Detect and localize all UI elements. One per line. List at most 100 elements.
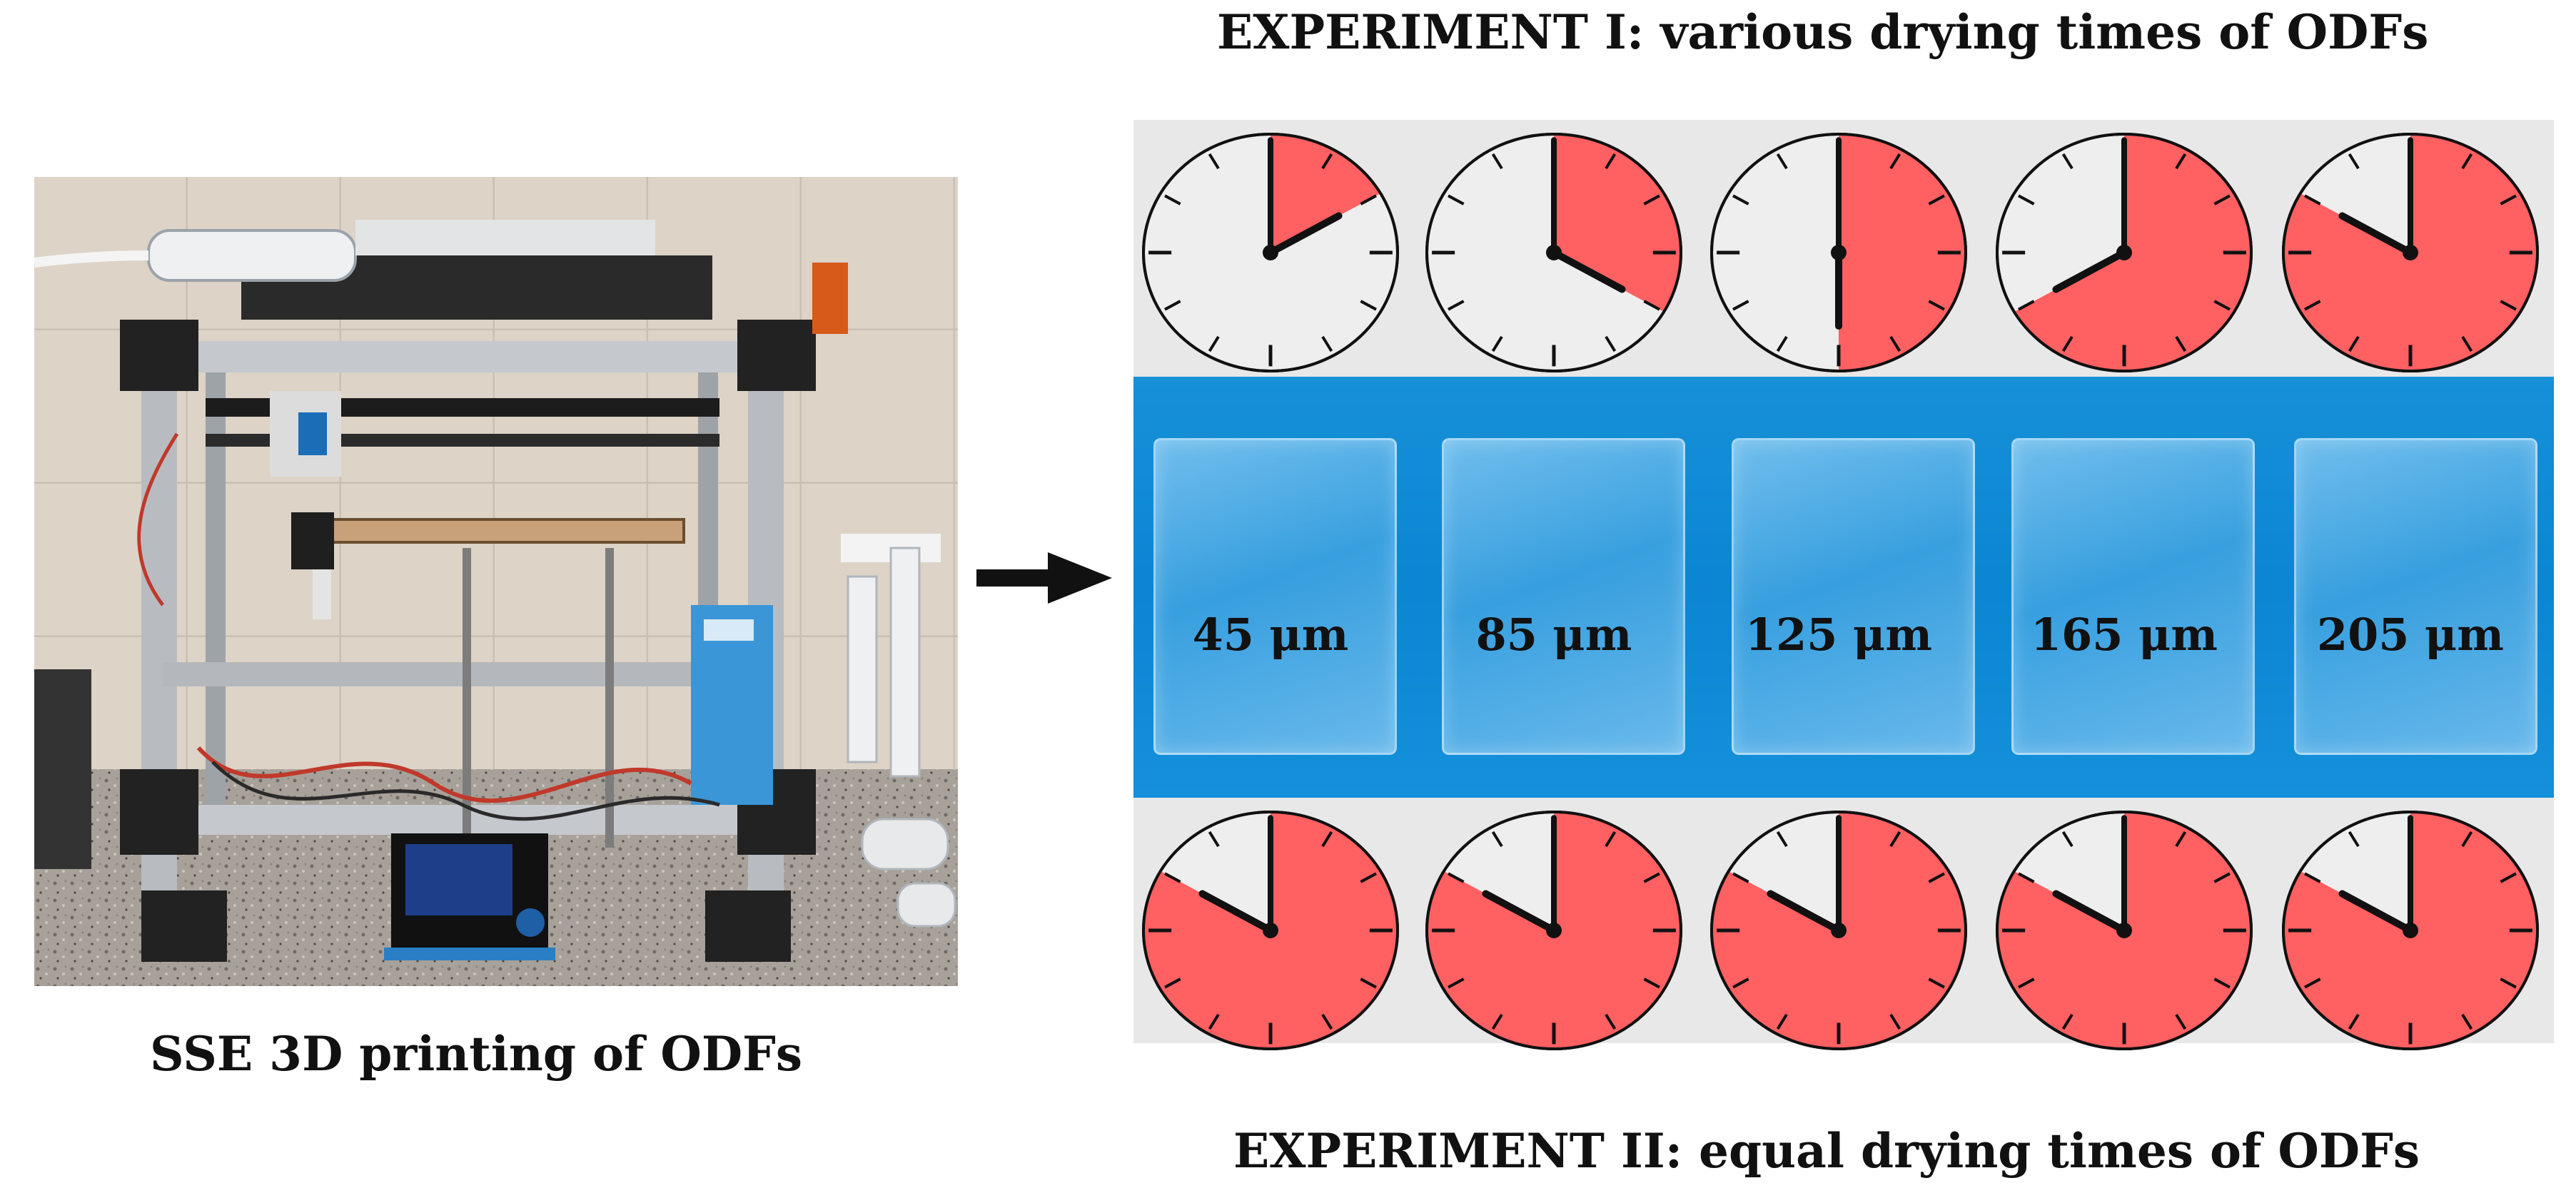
clock-tick xyxy=(1164,194,1181,205)
clock-hub xyxy=(2403,923,2418,938)
clock-tick xyxy=(1448,300,1465,311)
odf-film-1 xyxy=(1153,438,1397,755)
film-thickness-label-5: 205 μm xyxy=(2317,609,2504,661)
clock-border xyxy=(2282,811,2539,1050)
clock-tick xyxy=(1605,1013,1617,1030)
experiment-2-elapsed-hand-3 xyxy=(1767,890,1842,934)
clock-tick xyxy=(2175,153,2187,170)
clock-tick xyxy=(1164,300,1181,311)
clock-tick xyxy=(1732,194,1749,205)
clock-border xyxy=(1142,811,1399,1050)
clock-tick xyxy=(1889,831,1901,848)
clock-tick xyxy=(1928,300,1945,311)
clock-tick xyxy=(2500,978,2517,989)
clock-tick xyxy=(1643,872,1660,883)
clock-icon xyxy=(2282,133,2539,372)
clock-tick xyxy=(1605,153,1617,170)
clock-tick xyxy=(2213,978,2231,989)
film-thickness-label-3: 125 μm xyxy=(1745,609,1932,661)
experiment-panel: 45 μm 85 μm 125 μm 165 μm 205 μm xyxy=(1133,120,2554,1050)
clock-icon xyxy=(1710,133,1967,372)
clock-tick xyxy=(2461,1013,2473,1030)
clock-tick xyxy=(2061,1013,2074,1030)
clock-tick xyxy=(1776,1013,1788,1030)
experiment-2-title: EXPERIMENT II: equal drying times of ODF… xyxy=(1233,1123,2420,1179)
film-thickness-label-2: 85 μm xyxy=(1475,609,1632,661)
clock-tick xyxy=(2018,978,2035,989)
experiment-2-elapsed-hand-4 xyxy=(2052,890,2128,934)
clock-tick xyxy=(1491,831,1503,848)
odf-film-4 xyxy=(2011,438,2255,755)
clock-border xyxy=(1710,811,1967,1050)
clock-icon xyxy=(1142,811,1399,1050)
clock-tick xyxy=(2304,300,2321,311)
clock-icon xyxy=(2282,811,2539,1050)
clock-tick xyxy=(2348,153,2360,170)
clock-icon xyxy=(1710,811,1967,1050)
clock-tick xyxy=(1448,872,1465,883)
clock-icon xyxy=(1425,133,1682,372)
experiment-2-elapsed-hand-5 xyxy=(2338,890,2414,934)
clock-tick xyxy=(1491,153,1503,170)
clock-hub xyxy=(1546,245,1562,260)
clock-tick xyxy=(1889,153,1901,170)
clock-tick xyxy=(1208,831,1220,848)
clock-tick xyxy=(2500,194,2517,205)
clock-tick xyxy=(1321,831,1333,848)
3d-printer-illustration xyxy=(34,177,958,986)
clock-tick xyxy=(1643,978,1660,989)
clock-tick xyxy=(1732,300,1749,311)
clock-tick xyxy=(2461,831,2473,848)
clock-tick xyxy=(1360,194,1377,205)
clock-tick xyxy=(1643,300,1660,311)
clock-tick xyxy=(2461,153,2473,170)
film-thickness-label-4: 165 μm xyxy=(2031,609,2218,661)
experiment-1-elapsed-hand-1 xyxy=(1267,212,1343,256)
clock-tick xyxy=(1928,194,1945,205)
clock-hub xyxy=(1546,923,1562,938)
clock-border xyxy=(1142,133,1399,372)
odf-film-3 xyxy=(1732,438,1975,755)
experiment-1-elapsed-wedge-4 xyxy=(2014,134,2251,371)
film-strip: 45 μm 85 μm 125 μm 165 μm 205 μm xyxy=(1133,377,2554,798)
clock-hub xyxy=(1831,923,1847,938)
clock-tick xyxy=(1605,831,1617,848)
clock-tick xyxy=(1776,831,1788,848)
clock-tick xyxy=(1928,872,1945,883)
clock-tick xyxy=(1360,978,1377,989)
clock-tick xyxy=(1889,1013,1901,1030)
clock-tick xyxy=(1321,1013,1333,1030)
clock-tick xyxy=(2018,194,2035,205)
clock-tick xyxy=(2304,194,2321,205)
clock-tick xyxy=(2018,300,2035,311)
clock-tick xyxy=(2213,300,2231,311)
clock-tick xyxy=(1448,194,1465,205)
experiment-1-clocks xyxy=(1133,120,2554,385)
clock-tick xyxy=(1605,335,1617,352)
clock-tick xyxy=(1491,335,1503,352)
experiment-1-title: EXPERIMENT I: various drying times of OD… xyxy=(1217,4,2429,60)
clock-tick xyxy=(1732,872,1749,883)
clock-hub xyxy=(2116,923,2132,938)
clock-tick xyxy=(2461,335,2473,352)
clock-tick xyxy=(2061,831,2074,848)
odf-film-2 xyxy=(1442,438,1685,755)
clock-tick xyxy=(1164,872,1181,883)
clock-tick xyxy=(2304,978,2321,989)
clock-tick xyxy=(1208,1013,1220,1030)
clock-border xyxy=(1996,133,2253,372)
clock-tick xyxy=(2213,194,2231,205)
experiment-1-elapsed-wedge-3 xyxy=(1839,134,1966,371)
experiment-1-elapsed-hand-4 xyxy=(2052,249,2128,293)
clock-tick xyxy=(2348,1013,2360,1030)
clock-tick xyxy=(1776,153,1788,170)
experiment-2-elapsed-hand-1 xyxy=(1198,890,1274,934)
clock-tick xyxy=(1164,978,1181,989)
film-thickness-label-1: 45 μm xyxy=(1192,609,1349,661)
arrow-right-icon xyxy=(976,552,1112,604)
clock-hub xyxy=(1831,245,1847,260)
clock-border xyxy=(1425,133,1682,372)
clock-tick xyxy=(2061,335,2074,352)
clock-tick xyxy=(1208,335,1220,352)
clock-tick xyxy=(2213,872,2231,883)
